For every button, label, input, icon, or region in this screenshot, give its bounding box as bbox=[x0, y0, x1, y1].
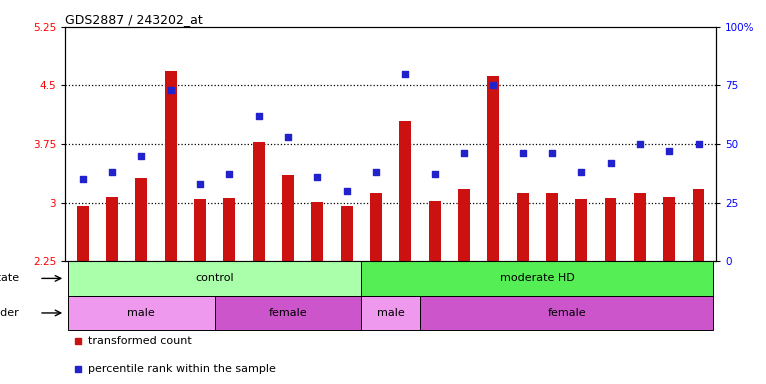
Bar bbox=[253, 142, 264, 261]
Bar bbox=[692, 189, 705, 261]
Text: transformed count: transformed count bbox=[88, 336, 192, 346]
Bar bbox=[429, 201, 440, 261]
Bar bbox=[605, 198, 617, 261]
Bar bbox=[136, 177, 147, 261]
Bar bbox=[214, 296, 362, 330]
Point bbox=[165, 87, 177, 93]
Bar bbox=[487, 76, 499, 261]
Text: male: male bbox=[127, 308, 155, 318]
Text: female: female bbox=[548, 308, 586, 318]
Point bbox=[311, 174, 323, 180]
Point bbox=[575, 169, 588, 175]
Text: gender: gender bbox=[0, 308, 19, 318]
Bar bbox=[68, 296, 214, 330]
Point bbox=[428, 171, 440, 177]
Point bbox=[516, 150, 529, 156]
Point bbox=[223, 171, 235, 177]
Text: moderate HD: moderate HD bbox=[500, 273, 574, 283]
Point bbox=[282, 134, 294, 140]
Bar bbox=[458, 189, 470, 261]
Point bbox=[194, 181, 206, 187]
Bar bbox=[194, 199, 206, 261]
Point bbox=[136, 152, 148, 159]
Point bbox=[487, 83, 499, 89]
Bar bbox=[370, 193, 382, 261]
Text: male: male bbox=[377, 308, 404, 318]
Text: female: female bbox=[269, 308, 307, 318]
Bar bbox=[575, 199, 588, 261]
Text: disease state: disease state bbox=[0, 273, 19, 283]
Point bbox=[106, 169, 118, 175]
Point bbox=[399, 71, 411, 77]
Point bbox=[458, 150, 470, 156]
Bar bbox=[312, 202, 323, 261]
Point bbox=[370, 169, 382, 175]
Bar bbox=[106, 197, 118, 261]
Bar bbox=[68, 261, 362, 296]
Point bbox=[692, 141, 705, 147]
Bar bbox=[546, 193, 558, 261]
Point bbox=[341, 188, 353, 194]
Bar bbox=[224, 198, 235, 261]
Bar bbox=[420, 296, 713, 330]
Point bbox=[77, 176, 89, 182]
Bar bbox=[77, 207, 89, 261]
Point bbox=[663, 148, 676, 154]
Bar bbox=[341, 207, 352, 261]
Bar bbox=[362, 261, 713, 296]
Point bbox=[604, 160, 617, 166]
Text: control: control bbox=[195, 273, 234, 283]
Bar bbox=[663, 197, 675, 261]
Point bbox=[253, 113, 265, 119]
Bar bbox=[282, 175, 294, 261]
Bar bbox=[362, 296, 420, 330]
Point bbox=[633, 141, 646, 147]
Bar bbox=[517, 193, 529, 261]
Text: GDS2887 / 243202_at: GDS2887 / 243202_at bbox=[65, 13, 203, 26]
Bar bbox=[399, 121, 411, 261]
Text: percentile rank within the sample: percentile rank within the sample bbox=[88, 364, 276, 374]
Point bbox=[546, 150, 558, 156]
Bar bbox=[165, 71, 176, 261]
Bar bbox=[634, 193, 646, 261]
